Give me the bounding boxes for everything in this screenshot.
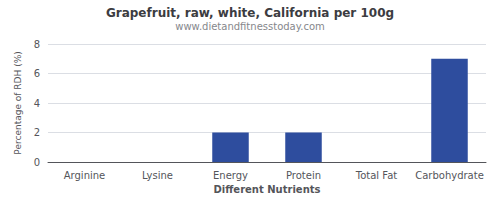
svg-text:Arginine: Arginine (64, 170, 106, 181)
svg-text:Different Nutrients: Different Nutrients (214, 184, 321, 195)
svg-text:0: 0 (34, 157, 40, 168)
svg-text:Carbohydrate: Carbohydrate (415, 170, 484, 181)
svg-text:Lysine: Lysine (142, 170, 173, 181)
svg-text:Energy: Energy (213, 170, 248, 181)
svg-text:Protein: Protein (286, 170, 321, 181)
svg-text:Total Fat: Total Fat (355, 170, 397, 181)
svg-text:www.dietandfitnesstoday.com: www.dietandfitnesstoday.com (175, 21, 324, 32)
svg-text:8: 8 (34, 39, 40, 50)
svg-text:Percentage of RDH (%): Percentage of RDH (%) (13, 51, 23, 154)
svg-text:6: 6 (34, 68, 40, 79)
svg-text:Grapefruit, raw, white, Califo: Grapefruit, raw, white, California per 1… (106, 6, 394, 20)
svg-text:2: 2 (34, 127, 40, 138)
svg-text:4: 4 (34, 98, 40, 109)
